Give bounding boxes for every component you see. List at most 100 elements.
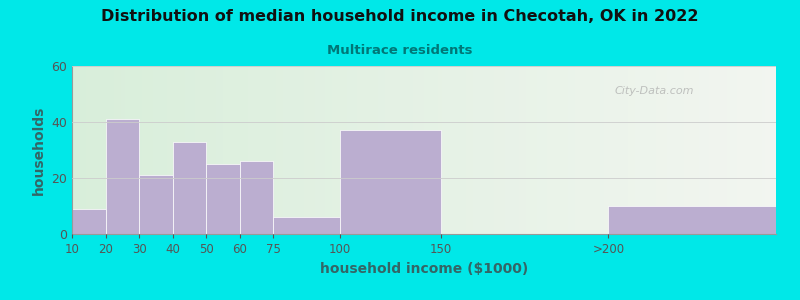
Bar [139,175,173,234]
Bar [329,66,333,234]
Bar [378,66,382,234]
Bar [586,66,590,234]
Bar [600,66,603,234]
Bar [202,66,206,234]
Bar [646,66,650,234]
Bar [720,66,723,234]
Bar [118,66,122,234]
Bar [582,66,586,234]
Bar [568,66,572,234]
Bar [773,66,776,234]
Bar [698,66,702,234]
Bar [304,66,308,234]
Bar [462,66,466,234]
Bar [258,66,262,234]
Bar [635,66,638,234]
Bar [266,66,269,234]
Bar [336,66,339,234]
Bar [660,66,663,234]
Bar [210,66,213,234]
Bar [396,66,399,234]
Bar [301,66,304,234]
Bar [139,66,142,234]
Bar [326,66,329,234]
Bar [240,161,273,234]
Bar [86,66,90,234]
Bar [389,66,392,234]
Bar [374,66,378,234]
Bar [386,66,389,234]
Bar [494,66,498,234]
Bar [491,66,494,234]
Bar [318,66,322,234]
Bar [762,66,766,234]
Bar [427,66,431,234]
Bar [72,66,75,234]
Text: Multirace residents: Multirace residents [327,44,473,56]
Bar [311,66,315,234]
Bar [382,66,386,234]
Bar [410,66,414,234]
Bar [597,66,600,234]
Bar [550,66,554,234]
Bar [245,66,248,234]
Bar [477,66,480,234]
Bar [512,66,515,234]
Bar [230,66,234,234]
Bar [241,66,245,234]
Bar [502,66,505,234]
Bar [414,66,417,234]
Bar [678,66,681,234]
Bar [452,66,456,234]
Bar [114,66,118,234]
Bar [206,66,210,234]
Bar [220,66,223,234]
Bar [621,66,625,234]
Bar [298,66,301,234]
Bar [315,66,318,234]
Text: City-Data.com: City-Data.com [614,86,694,96]
Bar [562,66,565,234]
Bar [251,66,255,234]
Bar [505,66,509,234]
Bar [723,66,726,234]
Bar [572,66,575,234]
Bar [681,66,685,234]
Bar [75,66,79,234]
Bar [734,66,738,234]
Bar [346,66,350,234]
Bar [748,66,751,234]
Bar [364,66,368,234]
Bar [424,66,427,234]
Bar [625,66,628,234]
Bar [713,66,716,234]
Bar [716,66,720,234]
Bar [608,206,776,234]
Bar [766,66,769,234]
Bar [558,66,562,234]
Bar [526,66,530,234]
Bar [90,66,93,234]
Bar [361,66,364,234]
Bar [459,66,462,234]
Bar [691,66,695,234]
Bar [273,66,276,234]
Bar [93,66,97,234]
Bar [575,66,579,234]
Bar [445,66,449,234]
Bar [470,66,474,234]
Bar [399,66,403,234]
Bar [667,66,670,234]
Bar [515,66,519,234]
Bar [565,66,568,234]
Bar [354,66,357,234]
Bar [371,66,374,234]
Bar [730,66,734,234]
Bar [547,66,550,234]
Text: Distribution of median household income in Checotah, OK in 2022: Distribution of median household income … [102,9,698,24]
Bar [438,66,442,234]
Bar [294,66,298,234]
Bar [174,66,178,234]
Bar [533,66,537,234]
Bar [751,66,755,234]
